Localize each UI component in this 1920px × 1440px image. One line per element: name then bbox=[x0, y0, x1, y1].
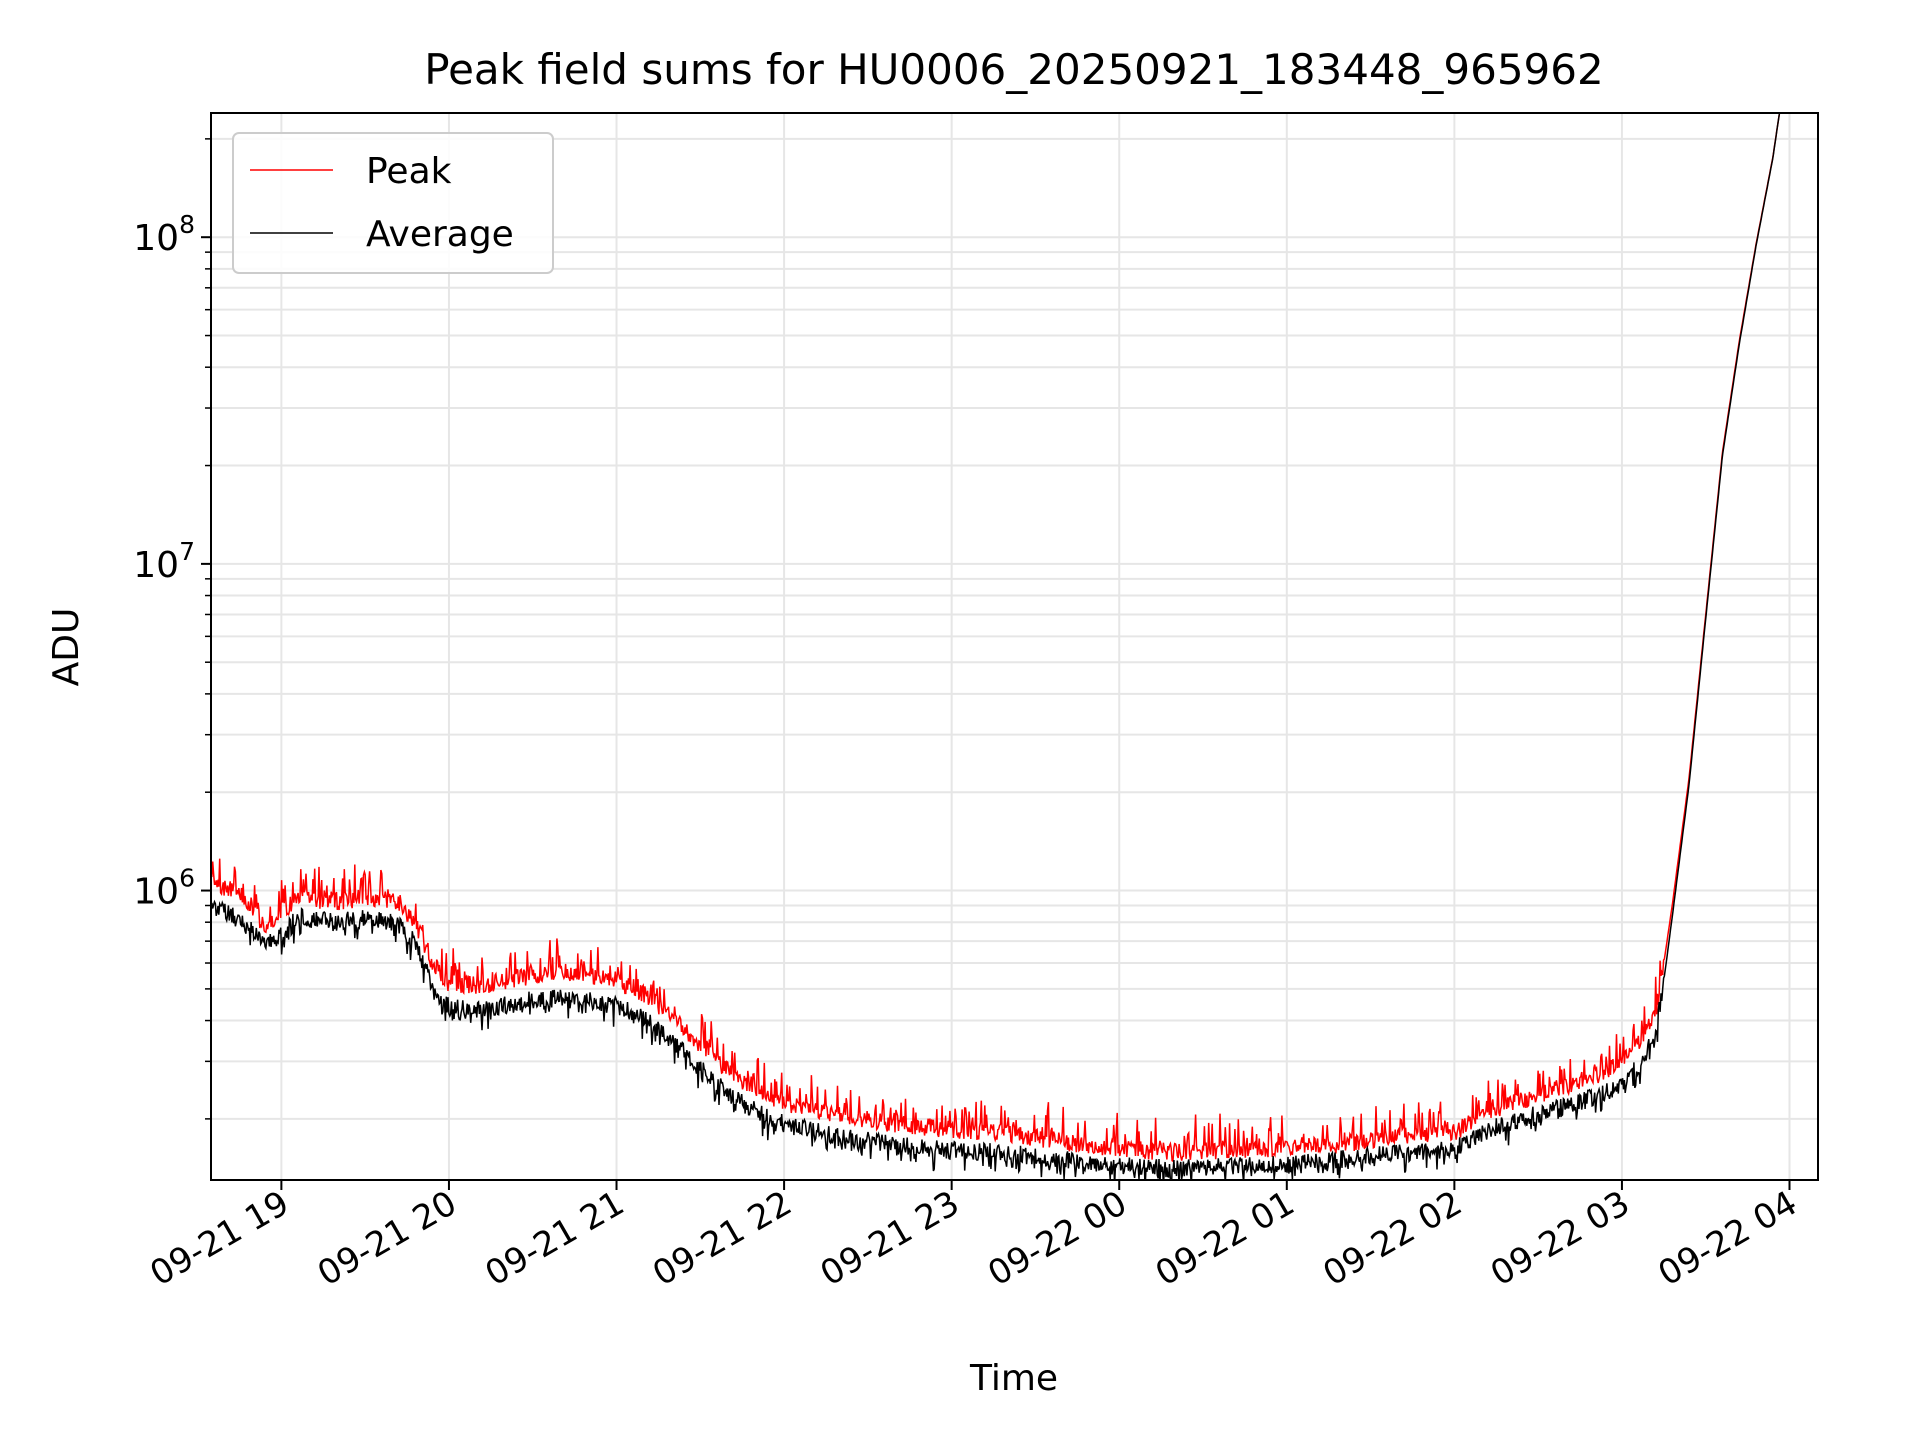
grid-lines bbox=[211, 113, 1818, 1180]
y-tick-label: 107 bbox=[133, 537, 195, 586]
y-tick-label-base: 10 bbox=[133, 545, 179, 586]
legend: Peak Average bbox=[232, 132, 554, 274]
chart-title: Peak field sums for HU0006_20250921_1834… bbox=[424, 45, 1603, 94]
series-line-average bbox=[211, 113, 1781, 1180]
legend-label-average: Average bbox=[366, 214, 514, 255]
y-tick-label-exponent: 8 bbox=[179, 210, 195, 239]
series-group bbox=[211, 113, 1781, 1180]
legend-label-peak: Peak bbox=[366, 151, 452, 192]
y-axis-label: ADU bbox=[46, 608, 87, 687]
y-tick-label: 108 bbox=[133, 210, 195, 259]
y-tick-label-exponent: 7 bbox=[179, 537, 195, 566]
plot-frame bbox=[210, 112, 1819, 1181]
y-tick-label-base: 10 bbox=[133, 218, 179, 259]
y-tick-label: 106 bbox=[133, 864, 195, 913]
y-tick-label-base: 10 bbox=[133, 872, 179, 913]
y-tick-label-exponent: 6 bbox=[179, 864, 195, 893]
x-axis-label: Time bbox=[969, 1358, 1058, 1399]
legend-box bbox=[232, 132, 554, 274]
series-line-peak bbox=[211, 113, 1781, 1163]
